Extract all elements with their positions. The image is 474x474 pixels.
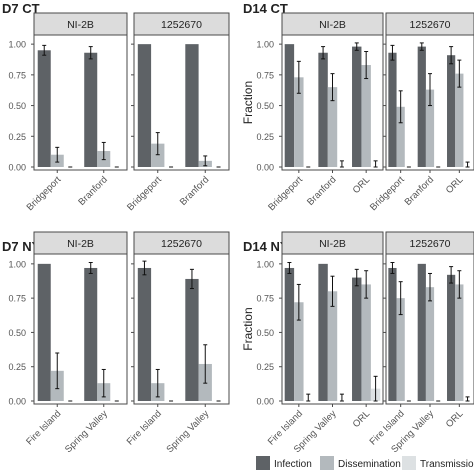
bar-infection	[417, 46, 426, 167]
panel-title: D14 NY	[243, 239, 289, 254]
facet-strip-label: 1252670	[410, 238, 451, 250]
bar-infection	[137, 267, 152, 401]
y-tick-label: 1.00	[256, 259, 274, 269]
bar-infection	[318, 263, 328, 401]
bar-dissemination	[425, 89, 435, 167]
bar-infection	[185, 278, 199, 401]
y-tick-label: 0.75	[256, 70, 274, 80]
y-tick-label: 0.00	[256, 163, 274, 173]
x-tick-label: Branford	[178, 174, 212, 208]
bar-infection	[388, 52, 397, 167]
legend-swatch-infection	[256, 456, 270, 470]
y-tick-label: 0.50	[256, 101, 274, 111]
legend-swatch-dissemination	[320, 456, 334, 470]
facet-strip-label: NI-2B	[67, 238, 94, 250]
facet-strip-label: NI-2B	[319, 238, 346, 250]
x-tick-label: ORL	[444, 408, 466, 430]
facet-strip-label: 1252670	[161, 238, 202, 250]
x-tick-label: ORL	[351, 408, 373, 430]
y-tick-label: 0.75	[256, 294, 274, 304]
bar-dissemination	[396, 106, 405, 167]
bar-dissemination	[361, 65, 371, 167]
bar-dissemination	[396, 298, 405, 401]
y-tick-label: 1.00	[8, 40, 26, 50]
bar-infection	[284, 267, 295, 401]
x-tick-label: ORL	[351, 174, 373, 196]
x-tick-label: Bridgeport	[25, 174, 64, 213]
bar-infection	[37, 50, 51, 167]
legend-label-transmission: Transmission	[420, 459, 474, 470]
bar-infection	[447, 55, 456, 168]
y-tick-label: 0.25	[8, 132, 26, 142]
y-tick-label: 0.50	[256, 328, 274, 338]
x-tick-label: Branford	[403, 174, 437, 208]
panel-title: D14 CT	[243, 1, 288, 16]
x-tick-label: Bridgeport	[266, 174, 305, 213]
legend-label-dissemination: Dissemination	[338, 459, 401, 470]
bar-dissemination	[151, 143, 165, 167]
y-axis-label: Fraction	[241, 307, 255, 350]
bar-dissemination	[425, 287, 435, 401]
y-tick-label: 1.00	[256, 40, 274, 50]
bar-infection	[447, 274, 456, 401]
facet-strip-label: NI-2B	[67, 19, 94, 31]
y-tick-label: 0.25	[256, 362, 274, 372]
x-tick-label: Spring Valley	[63, 408, 110, 455]
legend-label-infection: Infection	[274, 459, 312, 470]
bar-dissemination	[455, 284, 464, 401]
y-tick-label: 0.50	[8, 101, 26, 111]
bar-dissemination	[361, 284, 371, 401]
panel-title: D7 CT	[2, 1, 40, 16]
bar-infection	[352, 46, 362, 167]
bar-infection	[37, 263, 51, 401]
y-tick-label: 1.00	[8, 259, 26, 269]
facet-strip-label: NI-2B	[319, 19, 346, 31]
x-tick-label: Branford	[305, 174, 339, 208]
x-tick-label: Fire Island	[24, 408, 63, 447]
bar-dissemination	[327, 291, 338, 401]
bar-dissemination	[455, 73, 464, 167]
bar-infection	[84, 267, 98, 401]
bar-infection	[185, 44, 199, 168]
bar-dissemination	[327, 87, 338, 167]
x-tick-label: ORL	[444, 174, 466, 196]
facet-strip-label: 1252670	[410, 19, 451, 31]
x-tick-label: Bridgeport	[368, 174, 407, 213]
bar-infection	[417, 263, 426, 401]
y-tick-label: 0.00	[256, 397, 274, 407]
y-tick-label: 0.00	[8, 163, 26, 173]
y-tick-label: 0.50	[8, 328, 26, 338]
bar-infection	[137, 44, 152, 168]
panel-title: D7 NY	[2, 239, 41, 254]
y-tick-label: 0.00	[8, 397, 26, 407]
bar-dissemination	[294, 302, 304, 401]
bar-infection	[84, 52, 98, 167]
x-tick-label: Spring Valley	[165, 408, 212, 455]
x-tick-label: Fire Island	[125, 408, 164, 447]
bar-infection	[352, 277, 362, 401]
y-tick-label: 0.75	[8, 294, 26, 304]
bar-infection	[388, 267, 397, 401]
y-axis-label: Fraction	[241, 81, 255, 124]
y-tick-label: 0.25	[256, 132, 274, 142]
legend-swatch-transmission	[402, 456, 416, 470]
x-tick-label: Branford	[76, 174, 110, 208]
bar-infection	[284, 44, 295, 168]
y-tick-label: 0.25	[8, 362, 26, 372]
y-tick-label: 0.75	[8, 70, 26, 80]
bar-dissemination	[294, 77, 304, 167]
facet-strip-label: 1252670	[161, 19, 202, 31]
bar-infection	[318, 52, 328, 167]
x-tick-label: Bridgeport	[125, 174, 164, 213]
